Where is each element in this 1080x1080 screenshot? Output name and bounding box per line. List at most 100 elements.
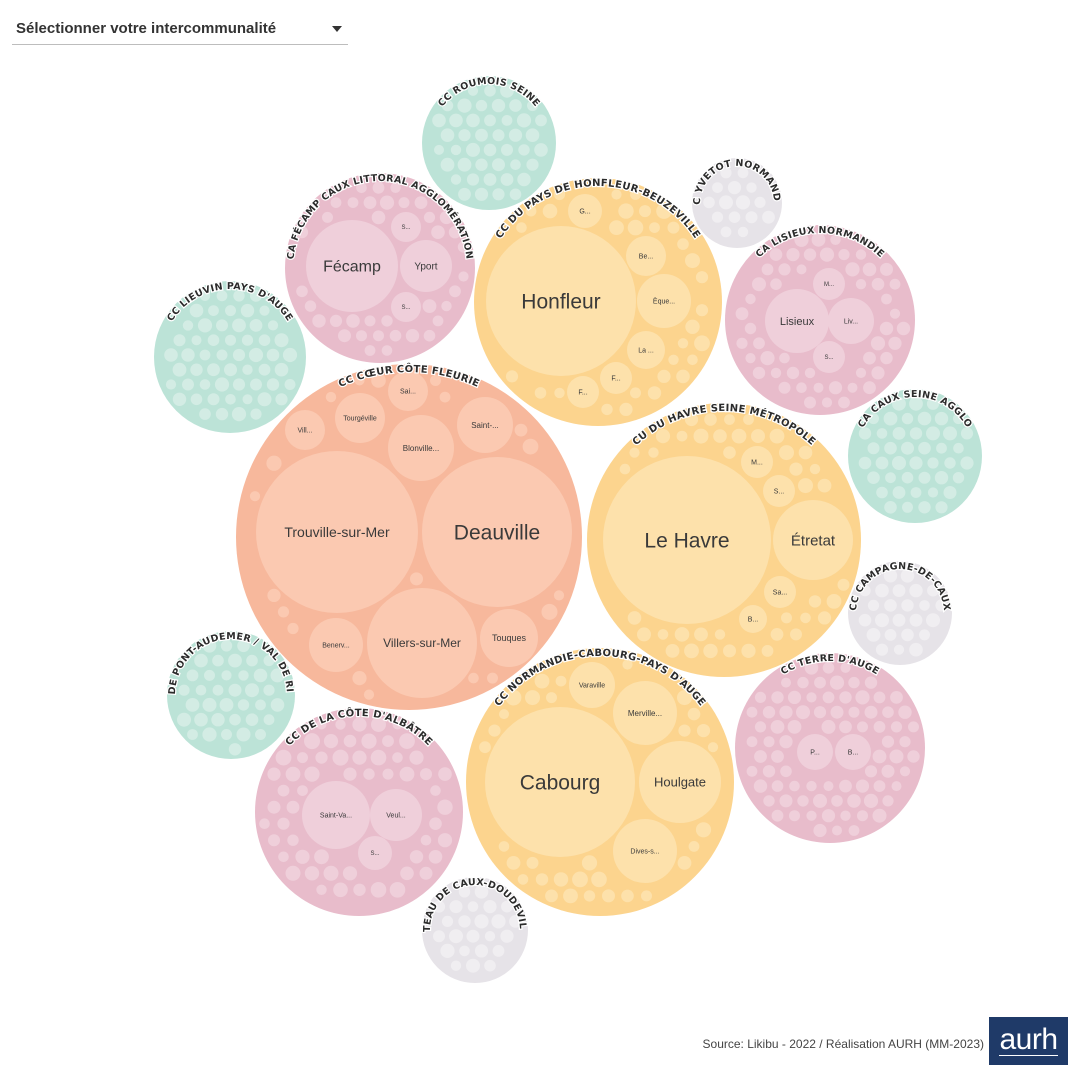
- commune-bubble[interactable]: [363, 689, 375, 700]
- commune-bubble[interactable]: [440, 943, 455, 959]
- commune-bubble[interactable]: [295, 849, 310, 864]
- commune-bubble[interactable]: [656, 203, 672, 219]
- city-bubble[interactable]: Villers-sur-Mer: [367, 588, 477, 698]
- commune-bubble[interactable]: [492, 129, 505, 142]
- commune-bubble[interactable]: [432, 113, 446, 128]
- commune-bubble[interactable]: [441, 915, 454, 928]
- commune-bubble[interactable]: [509, 188, 522, 201]
- commune-bubble[interactable]: [746, 765, 758, 777]
- commune-bubble[interactable]: [677, 690, 692, 706]
- city-bubble[interactable]: Lisieux: [765, 289, 829, 353]
- commune-bubble[interactable]: [484, 114, 496, 127]
- commune-bubble[interactable]: [207, 334, 220, 347]
- commune-bubble[interactable]: [466, 929, 480, 943]
- commune-bubble[interactable]: [806, 692, 817, 703]
- commune-bubble[interactable]: [771, 750, 784, 763]
- commune-bubble[interactable]: [619, 402, 633, 416]
- commune-bubble[interactable]: [848, 706, 860, 718]
- commune-bubble[interactable]: [438, 767, 452, 781]
- commune-bubble[interactable]: [409, 750, 424, 765]
- commune-bubble[interactable]: [909, 583, 923, 598]
- commune-bubble[interactable]: [724, 414, 735, 425]
- commune-bubble[interactable]: [392, 719, 403, 730]
- commune-bubble[interactable]: [501, 115, 513, 126]
- commune-bubble[interactable]: [165, 379, 177, 390]
- commune-bubble[interactable]: [422, 299, 437, 313]
- commune-bubble[interactable]: [199, 349, 211, 361]
- commune-bubble[interactable]: [848, 825, 860, 836]
- commune-bubble[interactable]: [822, 662, 835, 674]
- commune-bubble[interactable]: [255, 729, 266, 740]
- commune-bubble[interactable]: [880, 351, 893, 365]
- commune-bubble[interactable]: [371, 717, 386, 732]
- city-bubble[interactable]: G...: [568, 194, 602, 228]
- city-circle[interactable]: [285, 410, 325, 450]
- commune-bubble[interactable]: [779, 445, 794, 461]
- commune-bubble[interactable]: [211, 713, 225, 727]
- commune-bubble[interactable]: [873, 780, 886, 792]
- commune-bubble[interactable]: [693, 428, 709, 444]
- commune-bubble[interactable]: [449, 285, 461, 298]
- commune-bubble[interactable]: [649, 222, 660, 234]
- commune-bubble[interactable]: [781, 677, 791, 688]
- commune-bubble[interactable]: [786, 366, 800, 380]
- commune-bubble[interactable]: [838, 249, 850, 261]
- commune-bubble[interactable]: [458, 886, 471, 898]
- commune-bubble[interactable]: [591, 871, 607, 888]
- commune-bubble[interactable]: [285, 865, 301, 881]
- commune-bubble[interactable]: [270, 698, 285, 712]
- commune-bubble[interactable]: [423, 211, 436, 223]
- commune-bubble[interactable]: [274, 333, 289, 348]
- commune-bubble[interactable]: [871, 366, 885, 380]
- commune-bubble[interactable]: [794, 232, 809, 247]
- commune-bubble[interactable]: [858, 613, 872, 627]
- commune-bubble[interactable]: [867, 599, 880, 612]
- commune-bubble[interactable]: [927, 487, 939, 498]
- commune-bubble[interactable]: [277, 784, 290, 797]
- commune-bubble[interactable]: [284, 379, 296, 390]
- commune-bubble[interactable]: [398, 197, 410, 209]
- commune-bubble[interactable]: [840, 662, 851, 673]
- commune-bubble[interactable]: [325, 391, 337, 403]
- commune-bubble[interactable]: [225, 305, 236, 317]
- commune-bubble[interactable]: [648, 447, 659, 458]
- commune-bubble[interactable]: [723, 446, 736, 459]
- commune-bubble[interactable]: [839, 691, 852, 704]
- commune-bubble[interactable]: [181, 348, 195, 362]
- commune-bubble[interactable]: [277, 606, 290, 618]
- commune-bubble[interactable]: [639, 205, 651, 218]
- commune-bubble[interactable]: [752, 277, 766, 292]
- commune-bubble[interactable]: [492, 945, 505, 957]
- commune-bubble[interactable]: [838, 396, 850, 409]
- commune-bubble[interactable]: [199, 408, 211, 420]
- commune-bubble[interactable]: [270, 668, 285, 683]
- city-bubble[interactable]: S...: [391, 292, 421, 322]
- commune-bubble[interactable]: [440, 128, 455, 142]
- commune-bubble[interactable]: [637, 627, 651, 642]
- commune-bubble[interactable]: [457, 157, 472, 172]
- commune-bubble[interactable]: [314, 849, 329, 865]
- commune-bubble[interactable]: [695, 271, 709, 284]
- commune-bubble[interactable]: [356, 182, 367, 194]
- commune-bubble[interactable]: [491, 914, 506, 929]
- commune-bubble[interactable]: [864, 705, 878, 719]
- commune-bubble[interactable]: [821, 719, 836, 734]
- city-circle[interactable]: [741, 446, 773, 478]
- commune-bubble[interactable]: [814, 676, 826, 689]
- commune-bubble[interactable]: [888, 336, 902, 350]
- commune-bubble[interactable]: [889, 308, 901, 319]
- city-bubble[interactable]: La ...: [627, 331, 665, 369]
- commune-bubble[interactable]: [389, 329, 402, 342]
- commune-bubble[interactable]: [202, 727, 217, 742]
- commune-bubble[interactable]: [862, 262, 877, 277]
- commune-bubble[interactable]: [191, 335, 202, 346]
- commune-bubble[interactable]: [267, 800, 281, 814]
- commune-bubble[interactable]: [266, 455, 282, 471]
- commune-bubble[interactable]: [909, 396, 923, 411]
- commune-bubble[interactable]: [752, 366, 766, 380]
- commune-bubble[interactable]: [685, 319, 700, 334]
- commune-bubble[interactable]: [847, 382, 858, 393]
- commune-bubble[interactable]: [525, 690, 540, 706]
- commune-bubble[interactable]: [720, 167, 732, 179]
